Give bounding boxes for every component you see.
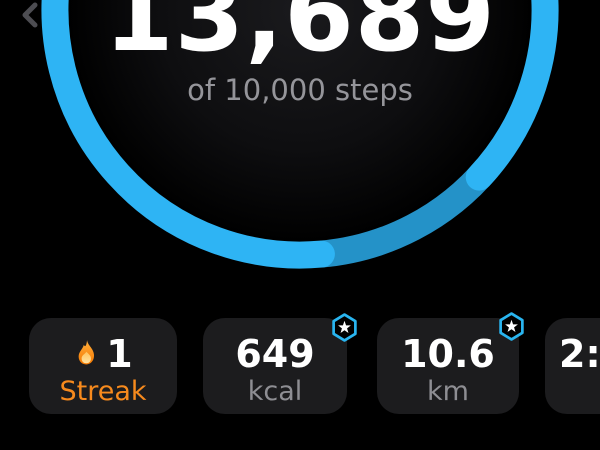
back-button[interactable] <box>14 0 46 32</box>
stat-value-calories: 649 <box>235 332 315 376</box>
steps-count: 13,689 <box>104 0 496 74</box>
stat-label-distance: km <box>427 376 469 407</box>
ring-inner-disc <box>68 0 532 242</box>
stat-value-time: 2: <box>559 332 600 376</box>
stat-value-distance: 10.6 <box>401 332 495 376</box>
flame-icon <box>78 339 95 364</box>
stat-label-calories: kcal <box>247 376 303 407</box>
steps-goal-text: of 10,000 steps <box>187 73 413 107</box>
stat-card-calories[interactable]: 649 kcal <box>203 313 357 414</box>
chevron-left-icon <box>22 2 38 28</box>
achievement-star-badge-icon <box>331 313 358 342</box>
stat-card-streak[interactable]: 1 Streak <box>29 318 177 414</box>
stat-label-streak: Streak <box>59 376 147 407</box>
achievement-star-badge-icon <box>498 312 525 341</box>
stat-card-time-partial[interactable]: 2: <box>545 318 600 414</box>
stat-value-streak: 1 <box>106 332 133 376</box>
ring-progress-arc <box>41 0 559 269</box>
stat-card-distance[interactable]: 10.6 km <box>377 312 524 414</box>
